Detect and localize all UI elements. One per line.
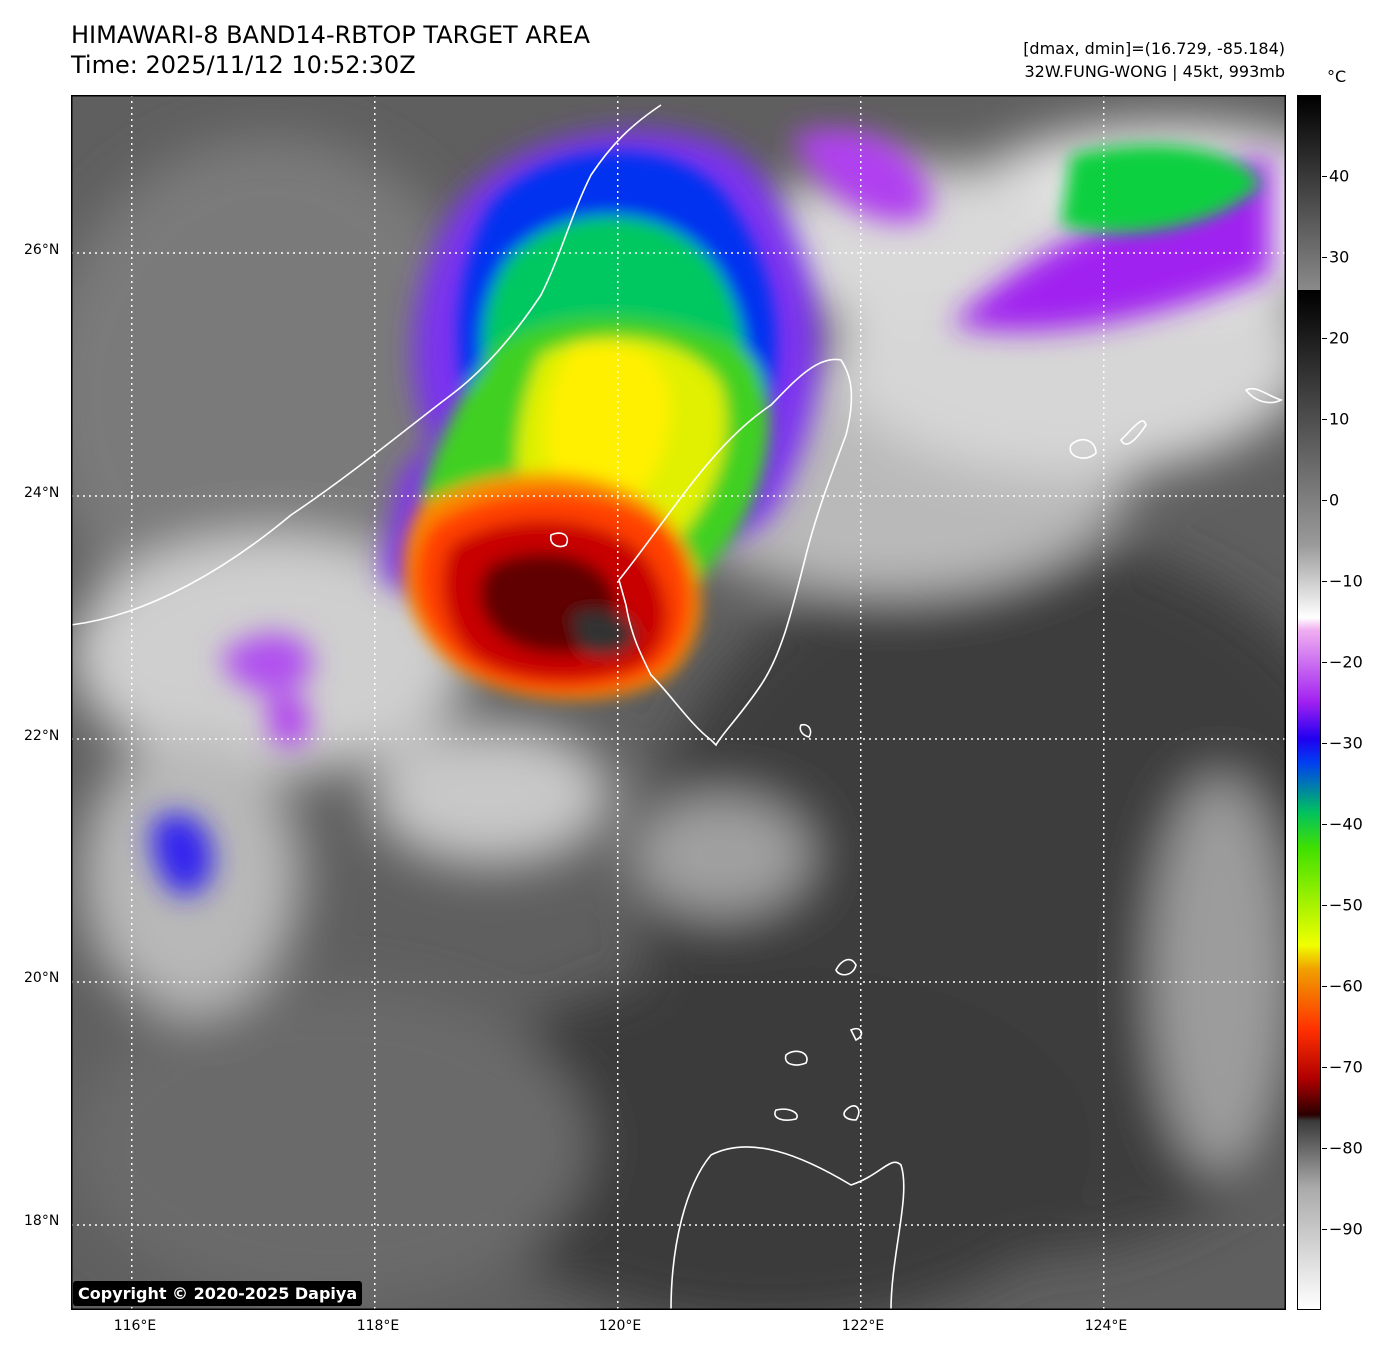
island-yaeyama-2: [1120, 420, 1147, 445]
colorbar-tick-mark: [1322, 257, 1327, 258]
title-block: HIMAWARI-8 BAND14-RBTOP TARGET AREA Time…: [71, 20, 590, 80]
lon-tick-120e: 120°E: [598, 1318, 642, 1334]
gridlines: [71, 95, 1286, 1310]
lat-tick-22n: 22°N: [24, 728, 60, 744]
colorbar-tick-mark: [1322, 986, 1327, 987]
colorbar-tick-label: −20: [1329, 652, 1363, 672]
colorbar-tick-label: 30: [1329, 247, 1350, 267]
island-penghu: [549, 532, 569, 548]
colorbar-tick-mark: [1322, 824, 1327, 825]
colorbar-tick-mark: [1322, 176, 1327, 177]
china-coastline: [71, 104, 662, 626]
colorbar-tick-label: 0: [1329, 490, 1340, 510]
colorbar-tick-mark: [1322, 905, 1327, 906]
timestamp: Time: 2025/11/12 10:52:30Z: [71, 51, 416, 79]
colorbar-tick-label: −70: [1329, 1057, 1363, 1077]
coastlines: [71, 104, 1284, 1310]
satellite-map[interactable]: [71, 95, 1286, 1310]
island-lanyu: [799, 723, 812, 738]
colorbar-tick-label: −30: [1329, 733, 1363, 753]
lat-tick-20n: 20°N: [24, 970, 60, 986]
colorbar-tick-mark: [1322, 743, 1327, 744]
colorbar: [1297, 95, 1321, 1310]
island-babuyan-3: [774, 1108, 798, 1121]
island-babuyan-1: [784, 1050, 808, 1066]
lon-tick-124e: 124°E: [1084, 1318, 1128, 1334]
colorbar-tick-mark: [1322, 1229, 1327, 1230]
copyright-label: Copyright © 2020-2025 Dapiya: [73, 1281, 363, 1306]
colorbar-tick-mark: [1322, 419, 1327, 420]
lat-tick-24n: 24°N: [24, 485, 60, 501]
colorbar-unit: °C: [1327, 67, 1347, 86]
storm-info: 32W.FUNG-WONG | 45kt, 993mb: [1024, 62, 1285, 81]
lat-tick-18n: 18°N: [24, 1213, 60, 1229]
colorbar-tick-label: −10: [1329, 571, 1363, 591]
colorbar-tick-mark: [1322, 338, 1327, 339]
colorbar-tick-label: 40: [1329, 166, 1350, 186]
colorbar-tick-label: −40: [1329, 814, 1363, 834]
island-batanes-1: [835, 958, 857, 976]
island-yaeyama-1: [1069, 438, 1097, 459]
colorbar-tick-label: −80: [1329, 1138, 1363, 1158]
cloud-colour-layers: [151, 128, 1271, 896]
colorbar-tick-mark: [1322, 500, 1327, 501]
colorbar-tick-mark: [1322, 581, 1327, 582]
lon-tick-116e: 116°E: [113, 1318, 157, 1334]
luzon-coastline: [670, 1146, 905, 1310]
island-babuyan-2: [843, 1105, 860, 1121]
colorbar-tick-label: −60: [1329, 976, 1363, 996]
colorbar-tick-label: 20: [1329, 328, 1350, 348]
colorbar-tick-label: −50: [1329, 895, 1363, 915]
colorbar-tick-label: −90: [1329, 1219, 1363, 1239]
lon-tick-118e: 118°E: [356, 1318, 400, 1334]
colorbar-tick-label: 10: [1329, 409, 1350, 429]
lon-tick-122e: 122°E: [841, 1318, 885, 1334]
taiwan-coastline: [618, 358, 853, 747]
colorbar-tick-mark: [1322, 1067, 1327, 1068]
map-frame: [71, 95, 1286, 1310]
lat-tick-26n: 26°N: [24, 242, 60, 258]
colorbar-tick-mark: [1322, 1148, 1327, 1149]
map-title: HIMAWARI-8 BAND14-RBTOP TARGET AREA: [71, 21, 591, 49]
island-yaeyama-3: [1244, 387, 1284, 404]
info-block: [dmax, dmin]=(16.729, -85.184) 32W.FUNG-…: [1023, 37, 1285, 83]
colorbar-tick-mark: [1322, 662, 1327, 663]
dmax-dmin-readout: [dmax, dmin]=(16.729, -85.184): [1023, 39, 1285, 58]
